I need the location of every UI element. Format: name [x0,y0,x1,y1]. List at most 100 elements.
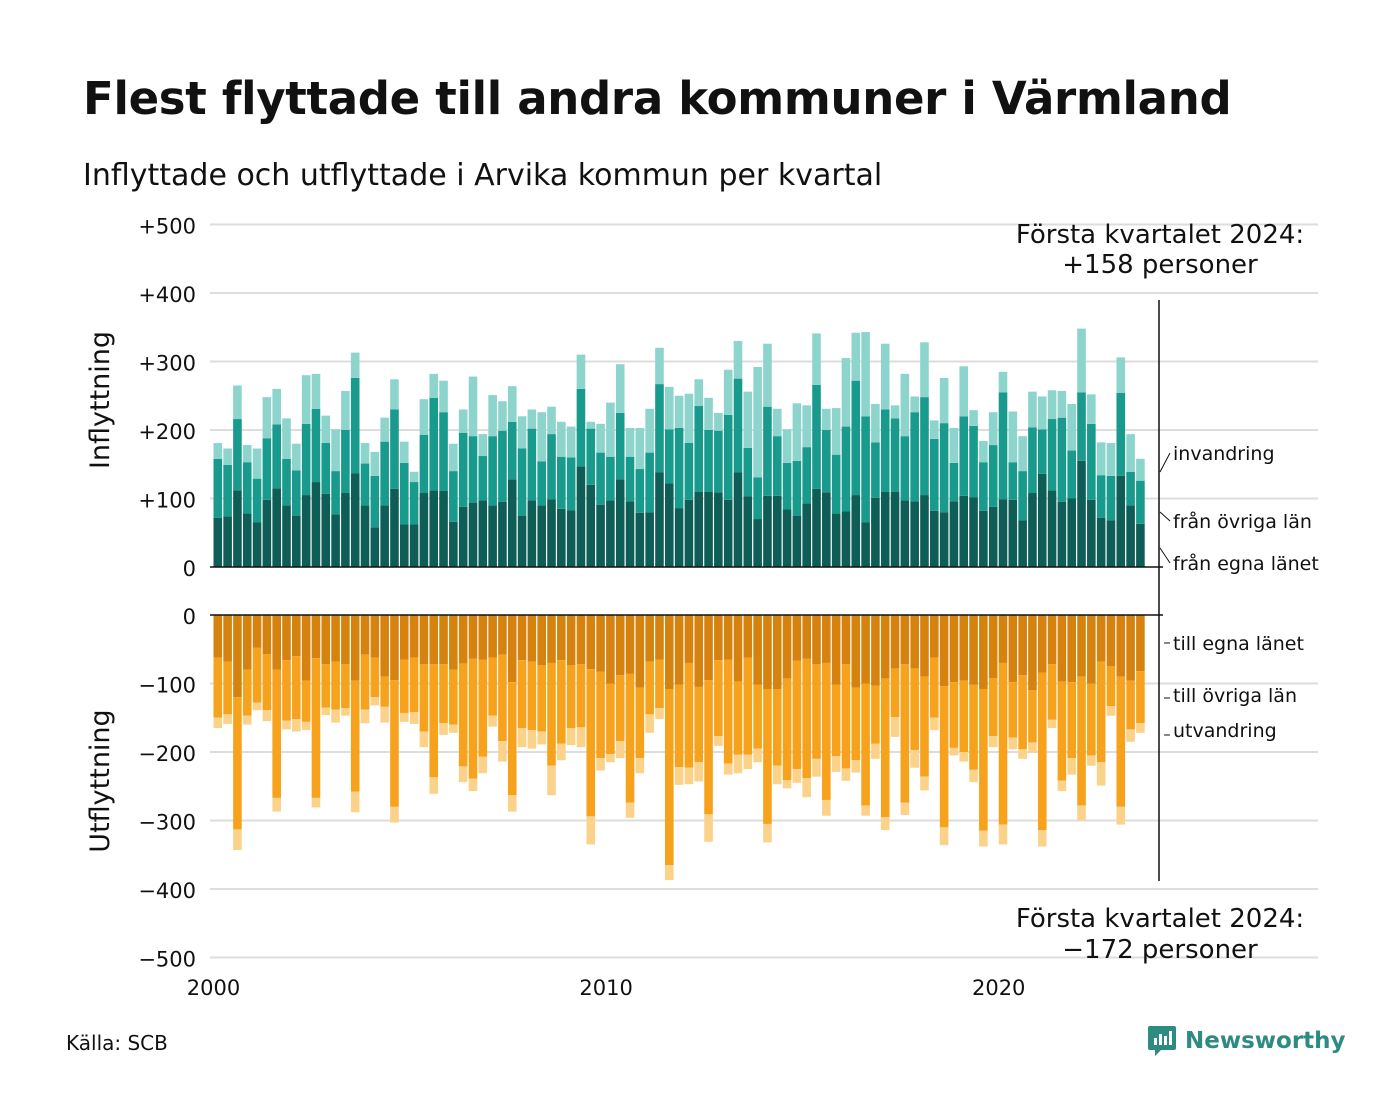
bar-in-2 [684,393,694,444]
bar-in-1 [223,464,232,517]
bar-in-2 [655,347,664,385]
bar-out-2 [576,727,586,748]
bar-out-2 [488,715,497,727]
bar-out-2 [1126,729,1135,742]
bar-in-0 [223,516,232,567]
bar-out-2 [527,730,537,749]
bar-out-0 [517,615,527,661]
bar-out-0 [733,615,743,682]
bar-out-2 [949,747,959,756]
bar-in-0 [861,522,870,567]
bar-in-2 [782,429,792,463]
bar-in-0 [527,500,537,567]
bar-in-2 [1008,411,1018,463]
bar-out-2 [1087,755,1096,766]
bar-out-1 [596,671,605,759]
y-tick-label: +300 [138,352,196,376]
bar-in-2 [664,386,674,430]
bar-in-0 [684,499,694,567]
bar-out-0 [723,615,733,660]
bar-in-0 [714,492,723,567]
bar-out-0 [439,615,448,665]
bar-out-2 [517,728,527,748]
bar-in-0 [576,466,586,567]
bar-in-1 [1136,480,1145,524]
bar-in-0 [458,506,468,567]
bar-in-0 [635,512,645,567]
bar-out-1 [959,680,969,752]
x-tick-label: 2020 [972,976,1025,1000]
bar-out-1 [900,664,910,803]
bar-in-2 [557,421,566,457]
bar-in-0 [871,497,880,567]
bar-in-1 [664,429,674,484]
bar-in-0 [1008,499,1018,567]
bar-out-2 [1018,749,1027,759]
bar-in-2 [900,373,910,437]
bar-out-0 [664,615,674,689]
bar-out-0 [606,615,615,684]
bar-in-0 [360,505,370,567]
bar-out-2 [331,709,340,723]
bar-in-1 [684,443,694,500]
bar-out-0 [704,615,713,681]
bar-in-0 [694,491,704,567]
bar-out-2 [449,724,458,733]
bar-out-0 [969,615,978,685]
bar-in-1 [959,416,969,496]
bar-out-1 [890,668,900,718]
bar-in-0 [586,484,596,567]
bar-in-1 [1028,427,1037,494]
bar-out-1 [557,660,566,744]
bar-in-2 [645,408,654,453]
bar-out-2 [743,754,753,770]
bar-out-0 [596,615,605,672]
bar-out-0 [792,615,802,661]
bar-in-0 [557,508,566,567]
y-tick-label: −200 [138,742,196,766]
bar-in-2 [871,403,880,443]
bar-out-1 [321,664,331,708]
bar-in-1 [252,478,262,523]
bar-out-2 [301,721,311,731]
bar-in-0 [439,490,448,567]
legend-leader [1159,511,1171,522]
bar-in-2 [910,396,919,413]
y-tick-label: −400 [138,879,196,903]
bar-in-0 [429,490,439,567]
legend-label: invandring [1173,443,1275,465]
bar-in-0 [998,499,1008,567]
bar-in-0 [880,491,890,567]
bar-out-2 [252,702,262,711]
bar-out-1 [812,664,821,759]
bar-out-1 [566,665,576,729]
bar-in-1 [1116,393,1126,476]
bar-in-0 [350,473,360,567]
bar-in-0 [979,510,988,567]
bar-in-1 [1106,475,1116,521]
bar-out-1 [763,688,772,824]
bar-in-1 [743,447,753,497]
bar-in-1 [429,397,439,491]
bar-out-2 [645,714,654,733]
bar-in-2 [449,443,458,472]
bar-in-2 [547,406,556,435]
bar-in-2 [566,426,576,458]
bar-out-1 [262,654,272,711]
bar-out-0 [694,615,704,687]
bar-out-0 [822,615,831,663]
bar-out-2 [341,708,350,716]
bar-out-1 [1057,681,1067,781]
bar-in-2 [380,417,389,442]
bar-out-1 [527,661,537,731]
bar-out-2 [1106,706,1116,716]
bar-out-0 [498,615,507,655]
bar-out-0 [409,615,419,658]
bar-in-1 [498,430,507,502]
bar-out-1 [841,664,851,769]
bar-out-2 [390,806,399,823]
bar-in-2 [1096,442,1106,476]
bar-out-0 [399,615,409,660]
bar-in-1 [507,421,517,480]
bar-in-1 [900,436,910,501]
